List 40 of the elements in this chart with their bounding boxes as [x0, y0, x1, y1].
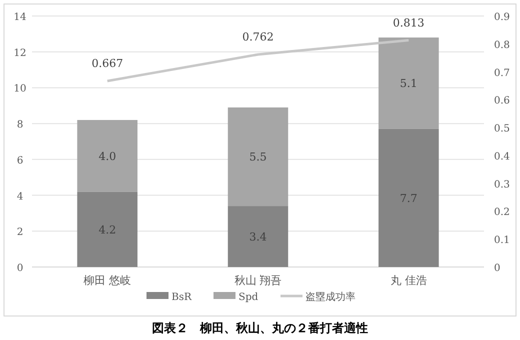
y2-tick-label: 0.2 [494, 207, 510, 218]
y-tick-label: 0 [16, 263, 24, 274]
y2-tick-label: 0.1 [494, 235, 510, 246]
y-tick-label: 8 [16, 120, 24, 131]
legend-label: 盗塁成功率 [306, 291, 356, 303]
data-label: 5.1 [400, 77, 418, 90]
y2-tick-label: 0 [494, 263, 500, 274]
bar [77, 120, 138, 192]
y2-tick-label: 0.3 [494, 179, 510, 190]
y2-tick-label: 0.9 [494, 12, 510, 23]
y2-tick-label: 0.4 [494, 151, 510, 162]
y2-tick-label: 0.6 [494, 96, 510, 107]
legend-label: BsR [172, 292, 192, 303]
bar [378, 38, 439, 129]
y-tick-label: 14 [14, 12, 26, 23]
y-tick-label: 12 [14, 48, 26, 59]
y-tick-label: 10 [14, 84, 26, 95]
y-tick-label: 2 [16, 227, 24, 238]
y2-tick-label: 0.5 [494, 124, 510, 135]
data-label: 4.0 [98, 150, 116, 163]
data-label: 0.762 [242, 30, 274, 44]
data-label: 5.5 [249, 150, 267, 164]
data-label: 4.2 [98, 223, 116, 236]
y2-tick-label: 0.8 [494, 40, 510, 51]
bar [228, 107, 288, 206]
data-label: 7.7 [400, 192, 418, 205]
text: 図表２ 柳田、秋山、丸の２番打者適性 [152, 321, 368, 335]
data-label: 0.813 [392, 16, 424, 30]
x-tick-label: 丸 佳浩 [390, 274, 427, 287]
legend-label: Spd [238, 292, 259, 303]
x-tick-label: 柳田 悠岐 [84, 274, 132, 287]
data-label: 3.4 [249, 230, 267, 244]
data-label: 0.667 [92, 56, 124, 70]
x-tick-label: 秋山 翔吾 [234, 274, 282, 287]
bar [228, 206, 288, 267]
bar [378, 128, 439, 267]
y-tick-label: 6 [16, 155, 24, 166]
y-tick-label: 4 [16, 191, 24, 202]
y2-tick-label: 0.7 [494, 68, 510, 79]
bar [77, 192, 138, 267]
